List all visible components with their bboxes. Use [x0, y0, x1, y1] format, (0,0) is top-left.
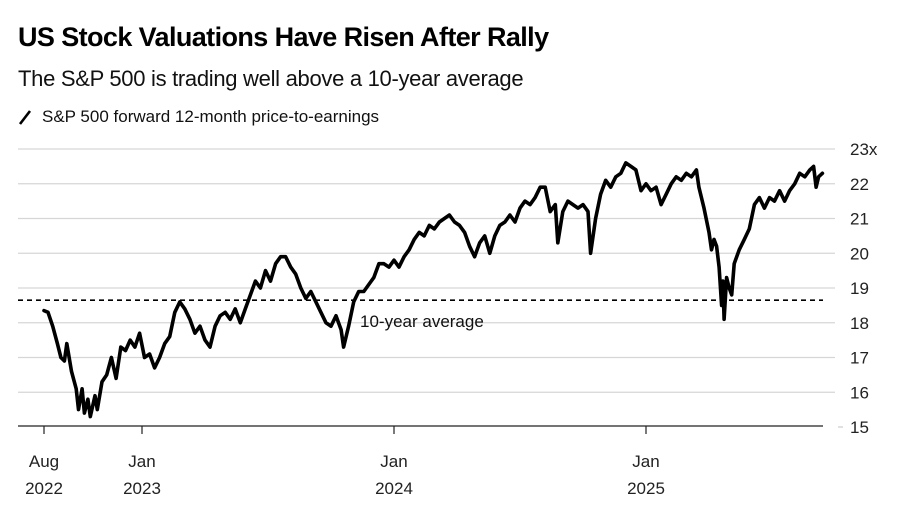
chart-subtitle: The S&P 500 is trading well above a 10-y…	[18, 66, 524, 91]
x-tick-year: 2024	[375, 479, 413, 498]
x-tick-month: Aug	[29, 452, 59, 471]
y-tick-label: 22	[850, 175, 869, 194]
y-tick-label: 15	[850, 418, 869, 437]
legend-line-icon	[18, 110, 32, 125]
x-tick-year: 2023	[123, 479, 161, 498]
gridlines	[18, 148, 843, 428]
x-tick-month: Jan	[128, 452, 155, 471]
y-tick-label: 23x	[850, 140, 878, 159]
x-tick-year: 2022	[25, 479, 63, 498]
y-tick-label: 21	[850, 210, 869, 229]
y-tick-label: 17	[850, 349, 869, 368]
ten-year-average-label: 10-year average	[360, 312, 484, 331]
legend-label: S&P 500 forward 12-month price-to-earnin…	[42, 107, 380, 126]
y-tick-label: 18	[850, 314, 869, 333]
chart-title: US Stock Valuations Have Risen After Ral…	[18, 22, 549, 52]
legend: S&P 500 forward 12-month price-to-earnin…	[18, 107, 379, 127]
y-tick-label: 20	[850, 244, 869, 263]
y-axis-labels: 23x 22 21 20 19 18 17 16 15	[850, 140, 878, 437]
x-tick-year: 2025	[627, 479, 665, 498]
y-tick-label: 19	[850, 279, 869, 298]
x-axis-ticks: Aug 2022 Jan 2023 Jan 2024 Jan 2025	[25, 426, 665, 498]
x-tick-month: Jan	[380, 452, 407, 471]
x-tick-month: Jan	[632, 452, 659, 471]
y-tick-label: 16	[850, 383, 869, 402]
pe-ratio-line	[42, 161, 825, 419]
